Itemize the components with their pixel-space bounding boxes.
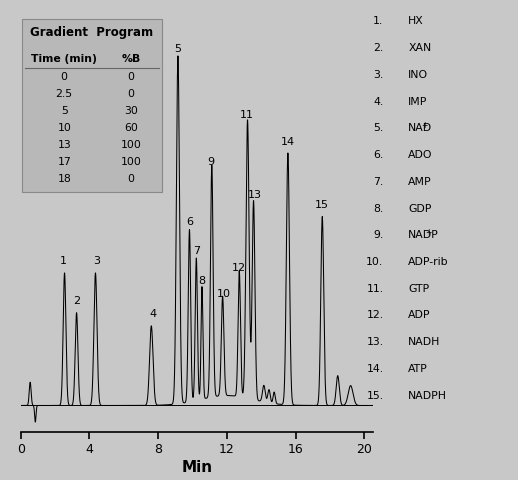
Bar bbox=[22, 19, 162, 192]
Text: IMP: IMP bbox=[408, 96, 427, 107]
Text: 10: 10 bbox=[57, 123, 71, 133]
Text: NADPH: NADPH bbox=[408, 391, 447, 401]
Text: 17: 17 bbox=[57, 157, 71, 167]
Text: 10: 10 bbox=[217, 289, 231, 300]
Text: 12.: 12. bbox=[366, 311, 383, 321]
Text: 1.: 1. bbox=[373, 16, 383, 26]
Text: 0: 0 bbox=[127, 72, 135, 82]
Text: 11.: 11. bbox=[366, 284, 383, 294]
Text: 5.: 5. bbox=[373, 123, 383, 133]
Text: XAN: XAN bbox=[408, 43, 431, 53]
Text: 11: 11 bbox=[240, 110, 254, 120]
Text: 14.: 14. bbox=[366, 364, 383, 374]
Text: 30: 30 bbox=[124, 106, 138, 116]
Text: 6.: 6. bbox=[373, 150, 383, 160]
X-axis label: Min: Min bbox=[181, 460, 212, 475]
Text: 15: 15 bbox=[315, 200, 329, 210]
Text: +: + bbox=[425, 228, 431, 237]
Text: 15.: 15. bbox=[366, 391, 383, 401]
Text: NAD: NAD bbox=[408, 123, 433, 133]
Text: 13.: 13. bbox=[366, 337, 383, 347]
Text: 60: 60 bbox=[124, 123, 138, 133]
Text: 0: 0 bbox=[61, 72, 68, 82]
Text: ADO: ADO bbox=[408, 150, 433, 160]
Text: 10.: 10. bbox=[366, 257, 383, 267]
Text: 13: 13 bbox=[57, 140, 71, 150]
Text: ADP: ADP bbox=[408, 311, 430, 321]
Text: 3.: 3. bbox=[373, 70, 383, 80]
Text: +: + bbox=[421, 121, 427, 130]
Text: GDP: GDP bbox=[408, 204, 431, 214]
Text: Gradient  Program: Gradient Program bbox=[31, 26, 154, 39]
Text: 8.: 8. bbox=[373, 204, 383, 214]
Text: 2.5: 2.5 bbox=[55, 89, 73, 99]
Text: 13: 13 bbox=[248, 190, 262, 200]
Text: 9: 9 bbox=[207, 157, 214, 167]
Text: 2: 2 bbox=[73, 296, 80, 306]
Text: 18: 18 bbox=[57, 174, 71, 184]
Text: 100: 100 bbox=[121, 140, 141, 150]
Text: 5: 5 bbox=[61, 106, 68, 116]
Text: ATP: ATP bbox=[408, 364, 428, 374]
Text: 0: 0 bbox=[127, 174, 135, 184]
Text: HX: HX bbox=[408, 16, 424, 26]
Text: INO: INO bbox=[408, 70, 428, 80]
Text: NADP: NADP bbox=[408, 230, 439, 240]
Text: AMP: AMP bbox=[408, 177, 432, 187]
Text: 7: 7 bbox=[193, 246, 200, 256]
Text: 8: 8 bbox=[198, 276, 206, 286]
Text: GTP: GTP bbox=[408, 284, 429, 294]
Text: 9.: 9. bbox=[373, 230, 383, 240]
Text: %B: %B bbox=[121, 54, 140, 64]
Text: 6: 6 bbox=[186, 216, 193, 227]
Text: 100: 100 bbox=[121, 157, 141, 167]
Text: NADH: NADH bbox=[408, 337, 441, 347]
Text: 14: 14 bbox=[281, 137, 295, 147]
Text: ADP-rib: ADP-rib bbox=[408, 257, 449, 267]
Text: 4.: 4. bbox=[373, 96, 383, 107]
Text: 5: 5 bbox=[175, 44, 181, 54]
Text: 3: 3 bbox=[93, 256, 100, 266]
Text: 7.: 7. bbox=[373, 177, 383, 187]
Text: 0: 0 bbox=[127, 89, 135, 99]
Text: 4: 4 bbox=[150, 309, 156, 319]
Text: 2.: 2. bbox=[373, 43, 383, 53]
Text: 12: 12 bbox=[232, 263, 247, 273]
Text: 1: 1 bbox=[60, 256, 67, 266]
Text: Time (min): Time (min) bbox=[31, 54, 97, 64]
